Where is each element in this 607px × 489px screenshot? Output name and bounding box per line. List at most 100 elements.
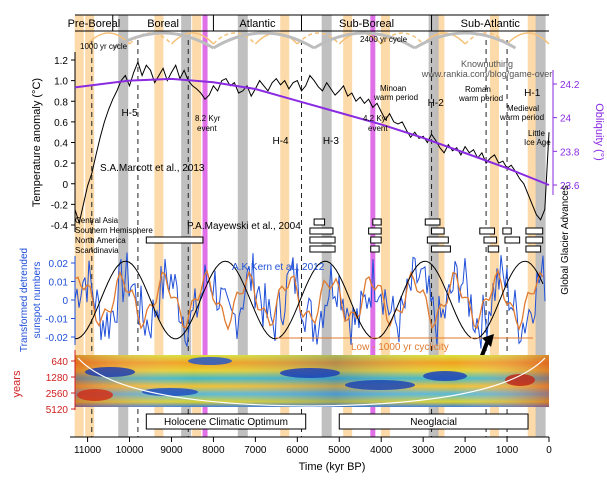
wavelet-overlay [75, 355, 549, 407]
glacier-advance-box [479, 227, 495, 235]
epoch-label: Neoglacial [410, 417, 457, 428]
temp-y-tick-label: -0.4 [51, 221, 69, 232]
epoch-box [145, 413, 307, 430]
sun-y-tick-label: -0.02 [45, 333, 68, 344]
temp-y-tick-label: 0.2 [54, 159, 68, 170]
annotation-medieval-line1: Medieval [507, 104, 539, 113]
epoch-label: Holocene Climatic Optimum [164, 417, 288, 428]
x-tick-label: 2000 [454, 445, 477, 456]
orange-band [380, 15, 390, 437]
obliquity-tick-label: 23.8 [560, 147, 580, 158]
wavelet-blob [85, 367, 135, 377]
glacier-right-label: Global Glacier Advances [560, 185, 571, 295]
gray-band [118, 15, 129, 437]
period-label: Atlantic [239, 18, 276, 30]
sun-y-label-line2: sunspot numbers [32, 262, 43, 339]
x-tick-label: 1000 [496, 445, 519, 456]
temp-y-tick-label: 0.4 [54, 139, 68, 150]
cycle-2400-label: 2400 yr cycle [360, 35, 408, 44]
glacier-advance-box [309, 245, 336, 253]
x-axis-label: Time (kyr BP) [299, 461, 366, 473]
wavelet-y-tick-label: 640 [51, 357, 68, 368]
annotation-4-2kyr-line2: event [368, 124, 388, 133]
h-event-label: H-3 [323, 136, 340, 147]
glacier-advance-box [145, 236, 204, 244]
h-event-label: H-2 [428, 98, 445, 109]
obliquity-tick-label: 24 [560, 114, 572, 125]
wavelet-y-tick-label: 5120 [46, 405, 69, 416]
gray-band [181, 15, 192, 437]
glacier-region-label: North America [75, 236, 126, 245]
glacier-advance-box [525, 227, 544, 235]
glacier-advance-box [502, 227, 512, 235]
h-event-label: H-4 [272, 136, 289, 147]
wavelet-y-label: years [11, 370, 23, 397]
orange-band [280, 15, 290, 437]
glacier-advance-box [426, 236, 449, 244]
x-tick-label: 10000 [116, 445, 144, 456]
glacier-advance-box [370, 236, 382, 244]
glacier-advance-box [431, 245, 451, 253]
annotation-roman-line2: warm period [458, 94, 503, 103]
sunspot-line [74, 252, 546, 349]
x-tick-label: 8000 [202, 445, 225, 456]
sun-y-tick-label: 0.01 [49, 278, 69, 289]
obliquity-label: Obliquity (°) [593, 103, 605, 161]
temp-y-tick-label: 0 [62, 180, 68, 191]
gray-band [428, 15, 439, 437]
obliquity-tick-label: 23.6 [560, 181, 580, 192]
sunspot-cycle-line [74, 260, 544, 340]
marcott-temperature-line [74, 60, 550, 225]
magenta-band [370, 15, 376, 437]
glacier-advance-box [431, 227, 445, 235]
annotation-lia-line2: Ice Age [524, 138, 551, 147]
temp-y-label: Temperature anomaly (°C) [31, 78, 43, 207]
wavelet-blob [505, 374, 535, 386]
sun-y-tick-label: 0 [62, 296, 68, 307]
glacier-region-label: Central Asia [75, 216, 119, 225]
glacier-region-label: Scandinavia [75, 246, 119, 255]
h-event-label: H-1 [524, 88, 541, 99]
gray-band [321, 15, 332, 437]
temp-y-tick-label: 0.6 [54, 118, 68, 129]
gray-band [535, 15, 546, 437]
annotation-lia-line1: Little [528, 129, 545, 138]
glacier-advance-box [313, 218, 326, 226]
annotation-medieval-line2: warm period [499, 113, 544, 122]
glacier-advance-box [309, 227, 334, 235]
wavelet-blob [188, 357, 232, 365]
kern-label: A.K.Kern et al., 2012 [232, 262, 325, 273]
cycle-1000-arc [506, 32, 550, 45]
cycle-2400-arc [414, 31, 517, 50]
orange-band [489, 15, 499, 437]
glacier-advance-box [487, 245, 500, 253]
annotation-minoan-line2: warm period [373, 93, 418, 102]
period-label: Boreal [147, 18, 179, 30]
annotation-minoan-line1: Minoan [380, 84, 406, 93]
x-tick-label: 11000 [74, 445, 102, 456]
marcott-series-label: S.A.Marcott et al., 2013 [100, 163, 205, 174]
cycle-2400-arc [111, 31, 215, 50]
temp-y-tick-label: 1.0 [54, 77, 68, 88]
x-tick-label: 0 [546, 445, 552, 456]
orange-band [85, 15, 95, 437]
arrow-head [482, 334, 494, 347]
sun-y-tick-label: -0.01 [45, 315, 68, 326]
cycle-1000-label: 1000 yr cycle [80, 42, 128, 51]
wavelet-y-tick-label: 2560 [46, 389, 69, 400]
cycle-2400-arc [313, 31, 416, 50]
wavelet-blob [345, 380, 415, 390]
glacier-advance-box [309, 236, 336, 244]
glacier-advance-box [424, 218, 441, 226]
cone-of-influence [77, 357, 546, 407]
mayewski-label: P.A.Mayewski et al., 2004 [187, 221, 301, 232]
orange-band [435, 15, 445, 437]
x-tick-label: 5000 [328, 445, 351, 456]
orange-band [343, 15, 353, 437]
x-tick-label: 3000 [412, 445, 435, 456]
wavelet-blob [77, 389, 113, 401]
orange-band [74, 15, 84, 437]
x-tick-label: 7000 [244, 445, 267, 456]
glacier-advance-box [370, 245, 380, 253]
cycle-1000-arc [380, 32, 424, 45]
